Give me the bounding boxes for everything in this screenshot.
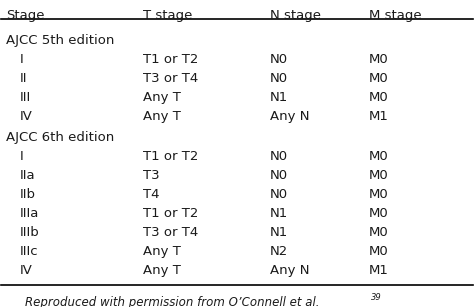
Text: N0: N0	[270, 72, 288, 85]
Text: II: II	[20, 72, 28, 85]
Text: T3 or T4: T3 or T4	[143, 226, 198, 239]
Text: M1: M1	[369, 264, 389, 277]
Text: M1: M1	[369, 110, 389, 123]
Text: M0: M0	[369, 207, 389, 220]
Text: N1: N1	[270, 207, 288, 220]
Text: IIa: IIa	[20, 169, 36, 182]
Text: T stage: T stage	[143, 9, 192, 22]
Text: IV: IV	[20, 110, 33, 123]
Text: AJCC 6th edition: AJCC 6th edition	[6, 131, 114, 144]
Text: Any T: Any T	[143, 91, 181, 104]
Text: N0: N0	[270, 169, 288, 182]
Text: I: I	[20, 53, 24, 66]
Text: M0: M0	[369, 72, 389, 85]
Text: T3: T3	[143, 169, 159, 182]
Text: IIIb: IIIb	[20, 226, 40, 239]
Text: M0: M0	[369, 91, 389, 104]
Text: N0: N0	[270, 150, 288, 163]
Text: N2: N2	[270, 245, 288, 258]
Text: IIIa: IIIa	[20, 207, 40, 220]
Text: I: I	[20, 150, 24, 163]
Text: Reproduced with permission from O’Connell et al.: Reproduced with permission from O’Connel…	[25, 296, 319, 307]
Text: N0: N0	[270, 188, 288, 201]
Text: N1: N1	[270, 91, 288, 104]
Text: M0: M0	[369, 150, 389, 163]
Text: T1 or T2: T1 or T2	[143, 53, 198, 66]
Text: T3 or T4: T3 or T4	[143, 72, 198, 85]
Text: Any T: Any T	[143, 245, 181, 258]
Text: Any T: Any T	[143, 110, 181, 123]
Text: IIb: IIb	[20, 188, 36, 201]
Text: Any N: Any N	[270, 264, 310, 277]
Text: M0: M0	[369, 188, 389, 201]
Text: Any N: Any N	[270, 110, 310, 123]
Text: 39: 39	[371, 293, 382, 301]
Text: Any T: Any T	[143, 264, 181, 277]
Text: N0: N0	[270, 53, 288, 66]
Text: M0: M0	[369, 245, 389, 258]
Text: M0: M0	[369, 53, 389, 66]
Text: T1 or T2: T1 or T2	[143, 150, 198, 163]
Text: N1: N1	[270, 226, 288, 239]
Text: III: III	[20, 91, 31, 104]
Text: M0: M0	[369, 226, 389, 239]
Text: T1 or T2: T1 or T2	[143, 207, 198, 220]
Text: IIIc: IIIc	[20, 245, 39, 258]
Text: M stage: M stage	[369, 9, 421, 22]
Text: AJCC 5th edition: AJCC 5th edition	[6, 34, 115, 47]
Text: M0: M0	[369, 169, 389, 182]
Text: IV: IV	[20, 264, 33, 277]
Text: Stage: Stage	[6, 9, 45, 22]
Text: N stage: N stage	[270, 9, 321, 22]
Text: T4: T4	[143, 188, 159, 201]
